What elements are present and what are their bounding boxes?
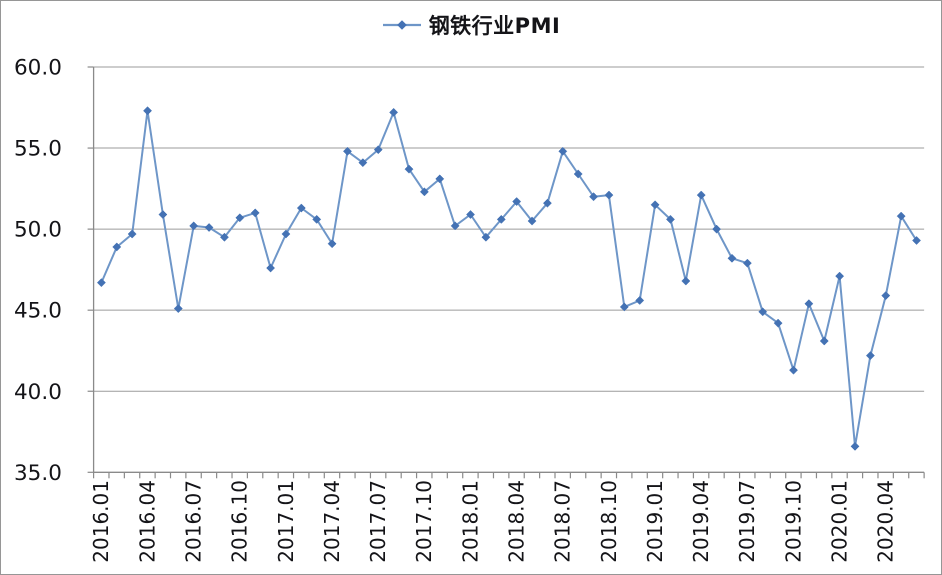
data-point-marker bbox=[912, 236, 921, 245]
data-point-marker bbox=[250, 208, 260, 218]
data-point-marker bbox=[758, 307, 768, 317]
data-point-marker bbox=[404, 164, 414, 174]
legend-series-label: 钢铁行业PMI bbox=[428, 14, 561, 38]
x-tick-label: 2020.04 bbox=[874, 480, 898, 563]
data-point-marker bbox=[327, 239, 337, 249]
data-point-marker bbox=[266, 263, 276, 273]
data-point-marker bbox=[343, 146, 352, 156]
data-point-marker bbox=[189, 221, 199, 231]
x-tick-label: 2019.07 bbox=[735, 480, 759, 563]
data-point-marker bbox=[527, 216, 537, 226]
x-tick-label: 2020.01 bbox=[827, 480, 851, 563]
x-tick-label: 2016.07 bbox=[181, 480, 205, 563]
data-point-marker bbox=[204, 223, 214, 232]
data-point-marker bbox=[589, 192, 599, 202]
x-tick-label: 2016.01 bbox=[89, 480, 113, 563]
data-point-marker bbox=[712, 224, 722, 234]
data-point-marker bbox=[865, 351, 875, 361]
data-point-marker bbox=[850, 441, 860, 451]
data-point-marker bbox=[804, 299, 814, 309]
data-point-marker bbox=[219, 232, 229, 242]
x-tick-label: 2019.01 bbox=[643, 480, 667, 563]
x-tick-label: 2018.10 bbox=[597, 480, 621, 563]
data-point-marker bbox=[742, 258, 752, 268]
y-tick-label: 50.0 bbox=[14, 218, 62, 243]
data-point-marker bbox=[696, 190, 706, 200]
data-point-marker bbox=[835, 271, 845, 281]
data-point-marker bbox=[466, 210, 475, 219]
data-point-marker bbox=[235, 213, 245, 223]
y-tick-label: 55.0 bbox=[14, 137, 62, 162]
x-tick-label: 2016.10 bbox=[228, 480, 252, 563]
data-point-marker bbox=[496, 214, 506, 224]
data-point-marker bbox=[96, 278, 106, 288]
data-point-marker bbox=[143, 106, 152, 116]
x-tick-label: 2017.10 bbox=[412, 480, 436, 563]
x-tick-label: 2017.01 bbox=[274, 480, 298, 563]
x-tick-label: 2018.01 bbox=[458, 480, 482, 563]
chart-legend: 钢铁行业PMI bbox=[1, 10, 941, 40]
data-point-marker bbox=[881, 291, 891, 301]
x-tick-label: 2018.04 bbox=[504, 480, 528, 563]
data-point-marker bbox=[419, 187, 429, 197]
y-tick-label: 35.0 bbox=[14, 461, 62, 486]
data-point-marker bbox=[819, 336, 829, 346]
data-point-marker bbox=[789, 365, 798, 375]
legend-series-marker-icon bbox=[382, 20, 421, 30]
y-tick-label: 60.0 bbox=[14, 56, 62, 81]
data-point-marker bbox=[450, 221, 460, 231]
data-point-marker bbox=[558, 146, 568, 156]
pmi-series-line bbox=[100, 109, 918, 448]
data-point-marker bbox=[158, 210, 168, 219]
y-tick-label: 40.0 bbox=[14, 380, 62, 405]
data-point-marker bbox=[296, 203, 306, 213]
data-point-marker bbox=[358, 158, 368, 168]
data-point-marker bbox=[112, 242, 122, 252]
data-point-marker bbox=[773, 318, 783, 328]
data-point-marker bbox=[312, 214, 322, 224]
data-point-marker bbox=[604, 190, 614, 200]
data-point-marker bbox=[389, 107, 399, 117]
x-tick-label: 2018.07 bbox=[551, 480, 575, 563]
x-tick-label: 2019.04 bbox=[689, 480, 713, 563]
data-point-marker bbox=[896, 211, 906, 221]
data-point-marker bbox=[373, 145, 383, 155]
data-point-marker bbox=[635, 295, 645, 305]
data-point-marker bbox=[542, 198, 552, 208]
x-tick-label: 2017.04 bbox=[320, 480, 344, 563]
x-tick-label: 2019.10 bbox=[781, 480, 805, 563]
data-point-marker bbox=[435, 174, 445, 184]
x-tick-label: 2017.07 bbox=[366, 480, 390, 563]
data-point-marker bbox=[127, 229, 137, 239]
data-point-marker bbox=[619, 302, 629, 312]
data-point-marker bbox=[512, 197, 522, 207]
data-point-marker bbox=[173, 304, 183, 314]
data-point-marker bbox=[666, 214, 675, 224]
data-point-marker bbox=[573, 169, 583, 179]
data-point-marker bbox=[681, 276, 691, 286]
x-tick-label: 2016.04 bbox=[135, 480, 159, 563]
data-point-marker bbox=[727, 253, 737, 263]
y-tick-label: 45.0 bbox=[14, 299, 62, 324]
data-point-marker bbox=[281, 229, 291, 239]
data-point-marker bbox=[481, 232, 491, 242]
data-point-marker bbox=[650, 200, 660, 210]
